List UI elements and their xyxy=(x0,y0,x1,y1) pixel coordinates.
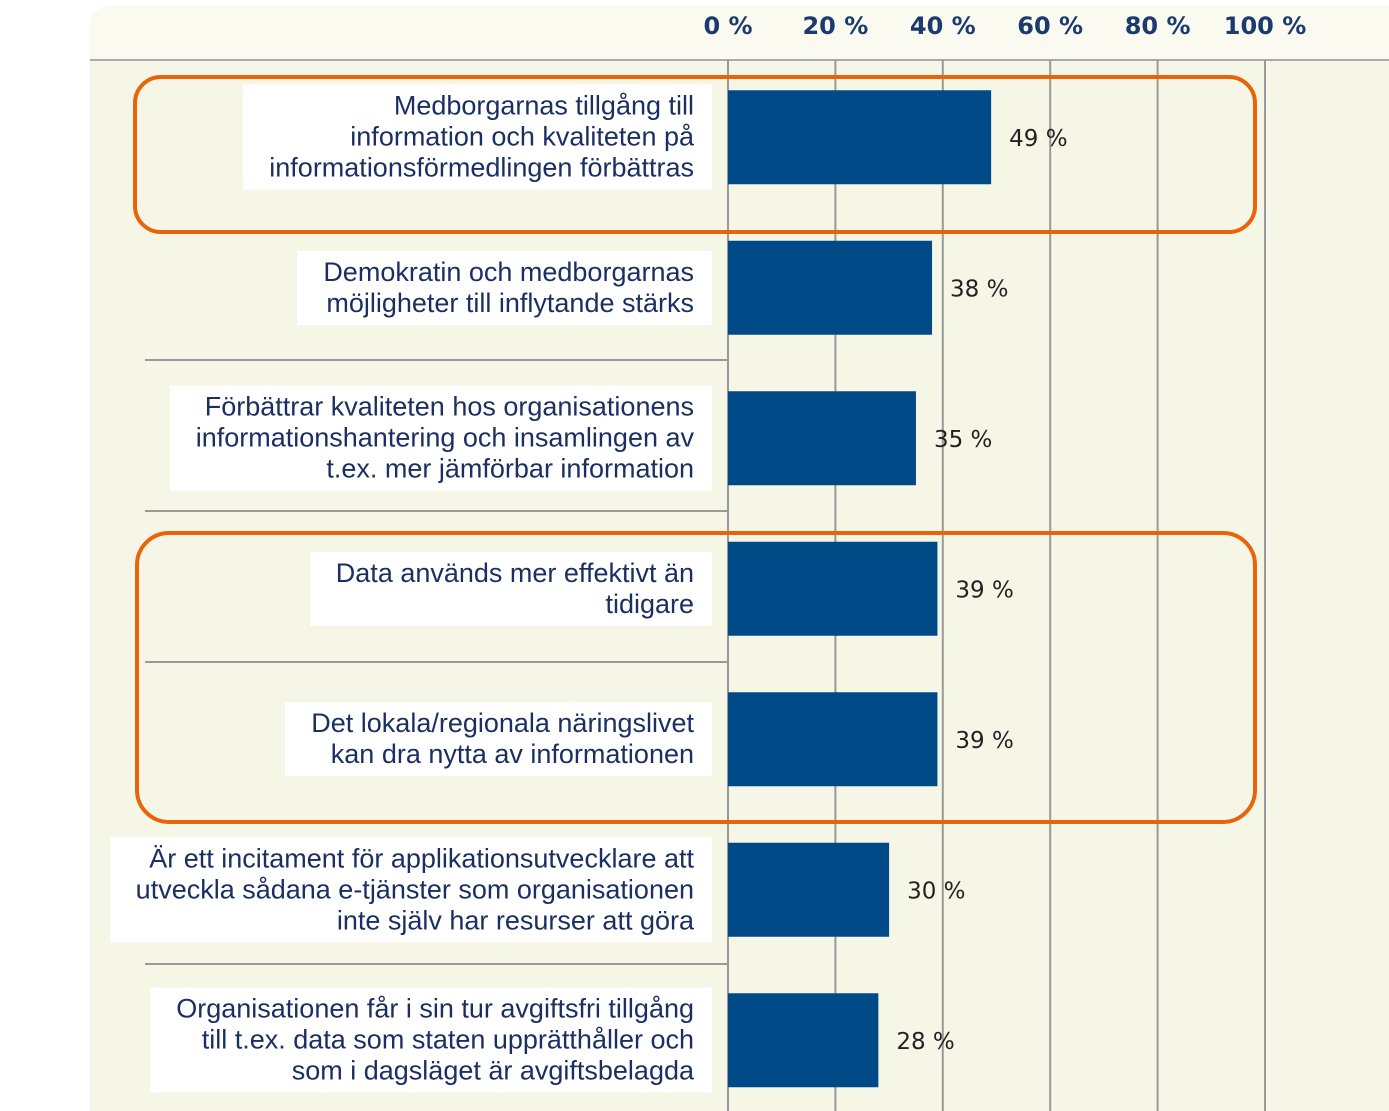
value-label: 38 % xyxy=(950,276,1008,302)
value-label: 39 % xyxy=(955,728,1013,754)
value-label: 49 % xyxy=(1009,126,1067,152)
category-label: Är ett incitament för applikationsutveck… xyxy=(109,837,712,943)
category-label: Organisationen får i sin tur avgiftsfri … xyxy=(150,987,712,1093)
x-tick-label: 100 % xyxy=(1224,12,1307,40)
bar xyxy=(728,692,938,787)
x-tick-label: 80 % xyxy=(1125,12,1191,40)
x-tick-label: 20 % xyxy=(802,12,868,40)
bar xyxy=(728,391,916,486)
x-tick-label: 40 % xyxy=(910,12,976,40)
bar xyxy=(728,240,933,335)
bar xyxy=(728,993,879,1088)
bar xyxy=(728,90,992,185)
category-label: Data används mer effektivt än tidigare xyxy=(309,551,712,626)
bar xyxy=(728,842,890,937)
category-label: Medborgarnas tillgång till information o… xyxy=(243,84,712,190)
value-label: 28 % xyxy=(896,1029,954,1055)
x-tick-label: 0 % xyxy=(703,12,752,40)
header-background xyxy=(90,5,1389,60)
category-label: Demokratin och medborgarnas möjligheter … xyxy=(297,250,712,325)
value-label: 39 % xyxy=(955,577,1013,603)
value-label: 30 % xyxy=(907,878,965,904)
x-tick-label: 60 % xyxy=(1017,12,1083,40)
category-label: Förbättrar kvaliteten hos organisationen… xyxy=(169,385,712,491)
value-label: 35 % xyxy=(934,427,992,453)
bar xyxy=(728,541,938,636)
category-label: Det lokala/regionala näringslivet kan dr… xyxy=(285,702,712,777)
